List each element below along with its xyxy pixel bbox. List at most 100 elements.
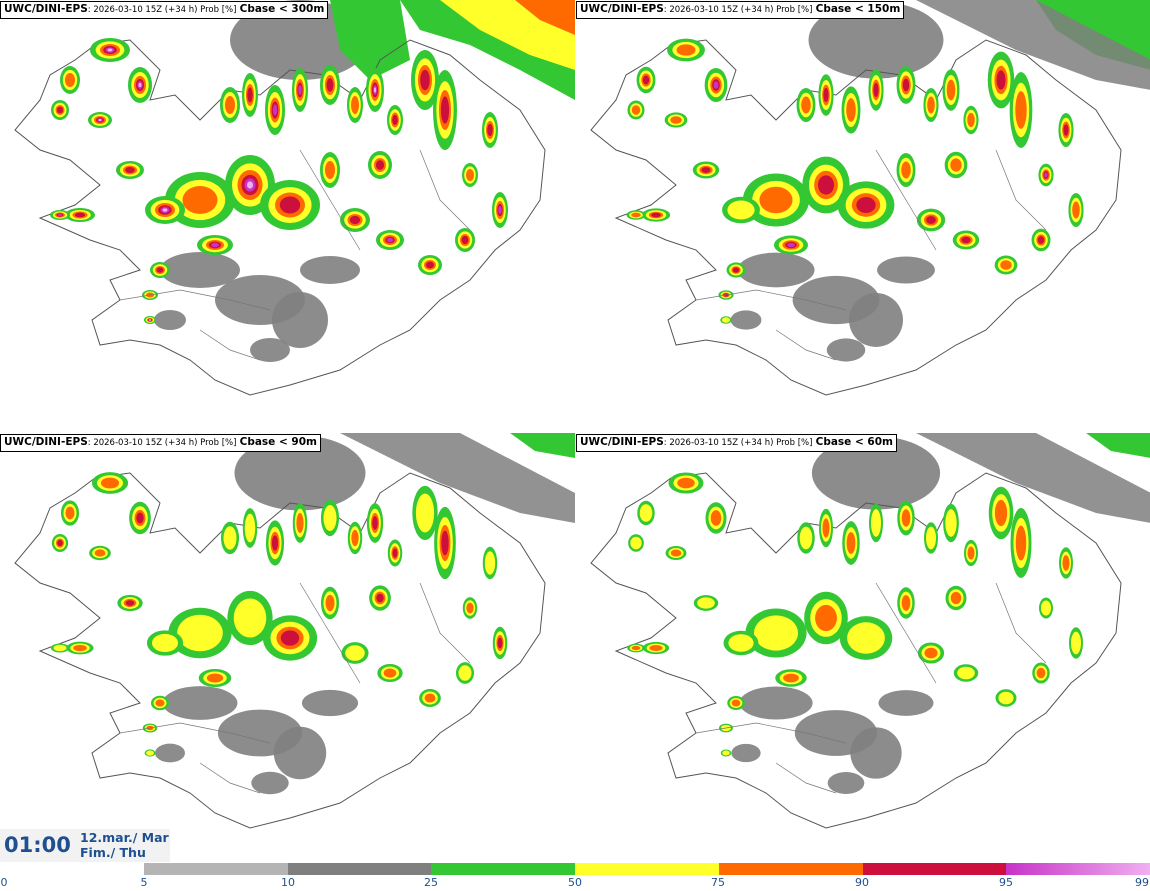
probability-contour [325,161,335,179]
probability-contour [107,48,113,52]
boundary-line [995,149,1047,231]
boundary-line [199,329,261,361]
probability-contour [697,597,715,609]
probability-contour [1072,201,1080,219]
model-name: UWC/DINI-EPS [580,3,664,15]
boundary-line [419,149,471,231]
probability-contour [787,242,795,248]
probability-contour [677,477,695,489]
model-name: UWC/DINI-EPS [4,3,88,15]
valid-date-line2: Fim./ Thu [80,845,146,860]
probability-contour [950,158,962,172]
probability-contour [392,548,398,558]
probability-contour [753,615,799,651]
probability-contour [247,87,253,103]
probability-contour [713,81,719,89]
low-probability-area [272,292,328,348]
panel-title: UWC/DINI-EPS: 2026-03-10 15Z (+34 h) Pro… [0,434,321,452]
probability-contour [149,319,151,321]
model-name: UWC/DINI-EPS [4,436,88,448]
probability-contour [151,633,179,653]
probability-contour [815,604,837,632]
probability-contour [182,186,218,214]
probability-contour [466,602,474,614]
low-probability-area [877,256,935,284]
threshold-label: Cbase < 300m [239,3,325,15]
probability-contour [630,536,642,550]
low-probability-area [811,436,941,510]
probability-contour [901,509,911,527]
valid-date: 12.mar./ Mar Fim./ Thu [80,830,169,860]
probability-contour [926,216,936,224]
probability-contour [53,644,67,652]
probability-contour [799,526,813,550]
probability-contour [1036,667,1046,679]
probability-contour [846,98,856,122]
threshold-label: Cbase < 60m [815,436,893,448]
probability-contour [351,529,359,547]
probability-contour [994,499,1008,527]
probability-contour [873,82,879,98]
coastline [14,39,546,396]
boundary-line [119,289,271,311]
legend-tick-label: 25 [424,876,438,889]
valid-date-line1: 12.mar./ Mar [80,830,169,845]
probability-contour [957,666,975,680]
probability-contour [138,82,142,88]
probability-contour [1040,600,1052,616]
probability-contour [945,509,957,537]
probability-contour [323,504,337,532]
map-panel-60m: UWC/DINI-EPS: 2026-03-10 15Z (+34 h) Pro… [576,433,1150,865]
probability-contour [721,317,731,323]
legend-swatch [1006,863,1150,875]
probability-contour [375,160,385,170]
probability-contour [967,546,975,560]
legend-tick-label: 10 [281,876,295,889]
probability-contour [732,267,740,273]
coastline [590,39,1122,396]
probability-contour [649,644,663,652]
run-info: : 2026-03-10 15Z (+34 h) Prob [%] [87,5,237,15]
probability-contour [1062,555,1070,571]
probability-contour [206,673,224,683]
probability-contour [870,509,882,537]
probability-contour [967,112,975,128]
map-panel-90m: UWC/DINI-EPS: 2026-03-10 15Z (+34 h) Pro… [0,433,575,865]
probability-contour [74,212,86,218]
legend-tick-label: 75 [711,876,725,889]
iceland-map [590,433,1150,829]
low-probability-area [155,743,185,763]
probability-contour [998,691,1014,705]
probability-contour [822,518,830,538]
low-probability-area [878,690,934,716]
probability-contour [996,70,1006,90]
probability-contour [372,516,378,530]
probability-contour [466,169,474,181]
low-probability-area [826,338,866,362]
map-panel-150m: UWC/DINI-EPS: 2026-03-10 15Z (+34 h) Pro… [576,0,1150,432]
coastline [590,472,1122,829]
probability-contour [420,69,430,91]
probability-contour [65,73,75,87]
probability-contour [759,186,793,214]
probability-contour [383,668,397,678]
probability-contour [325,594,335,612]
model-name: UWC/DINI-EPS [580,436,664,448]
probability-contour [386,237,394,243]
probability-contour [162,208,168,212]
probability-contour [950,591,962,605]
boundary-line [199,762,261,794]
probability-contour [631,645,641,651]
probability-contour [351,96,359,114]
probability-contour [155,699,165,707]
probability-contour [326,78,334,92]
probability-contour [722,750,730,756]
probability-contour [392,114,398,126]
map-panel-300m: UWC/DINI-EPS: 2026-03-10 15Z (+34 h) Pro… [0,0,575,432]
probability-contour [1070,631,1082,655]
probability-contour [847,622,885,654]
probability-contour [156,267,164,273]
low-probability-area [234,435,366,511]
probability-contour [728,634,754,652]
probability-contour [817,175,835,195]
